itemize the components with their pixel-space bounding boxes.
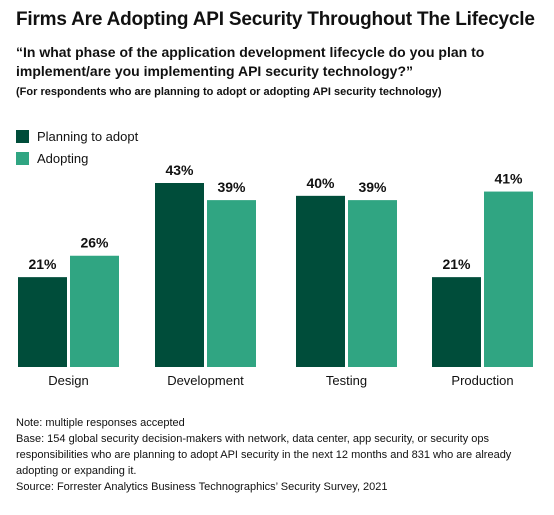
data-label-testing-adopting: 39% [358,179,387,195]
data-label-development-planning: 43% [165,162,194,178]
bar-testing-adopting [348,200,397,367]
bar-design-adopting [70,255,119,367]
data-label-production-planning: 21% [442,256,471,272]
survey-question: “In what phase of the application develo… [16,44,485,79]
footnote-base: Base: 154 global security decision-maker… [16,433,512,477]
footnotes: Note: multiple responses accepted Base: … [16,415,546,495]
legend-swatch-adopting [16,151,29,165]
bar-production-adopting [484,191,533,367]
category-label-design: Design [48,373,88,388]
data-label-development-adopting: 39% [217,179,246,195]
bar-development-planning [155,183,204,367]
chart-title: Firms Are Adopting API Security Througho… [16,9,535,30]
bar-production-planning [432,277,481,367]
category-label-development: Development [167,373,244,388]
bar-design-planning [18,277,67,367]
data-label-design-planning: 21% [28,256,57,272]
data-label-design-adopting: 26% [80,235,109,251]
legend-swatch-planning [16,129,29,143]
data-label-production-adopting: 41% [494,171,523,187]
bar-testing-planning [296,195,345,367]
category-label-testing: Testing [326,373,367,388]
legend-label-adopting: Adopting [37,150,89,166]
legend-item-adopting: Adopting [16,150,88,166]
legend-label-planning: Planning to adopt [37,128,139,144]
bar-chart: 21% 26% Design 43% 39% Development 40% 39% Testi… [18,162,533,388]
legend-item-planning: Planning to adopt [16,128,138,144]
footnote-note: Note: multiple responses accepted [16,417,185,429]
footnote-source: Source: Forrester Analytics Business Tec… [16,481,388,493]
category-label-production: Production [451,373,513,388]
respondent-note: (For respondents who are planning to ado… [16,86,442,98]
data-label-testing-planning: 40% [306,175,335,191]
bar-development-adopting [207,200,256,367]
